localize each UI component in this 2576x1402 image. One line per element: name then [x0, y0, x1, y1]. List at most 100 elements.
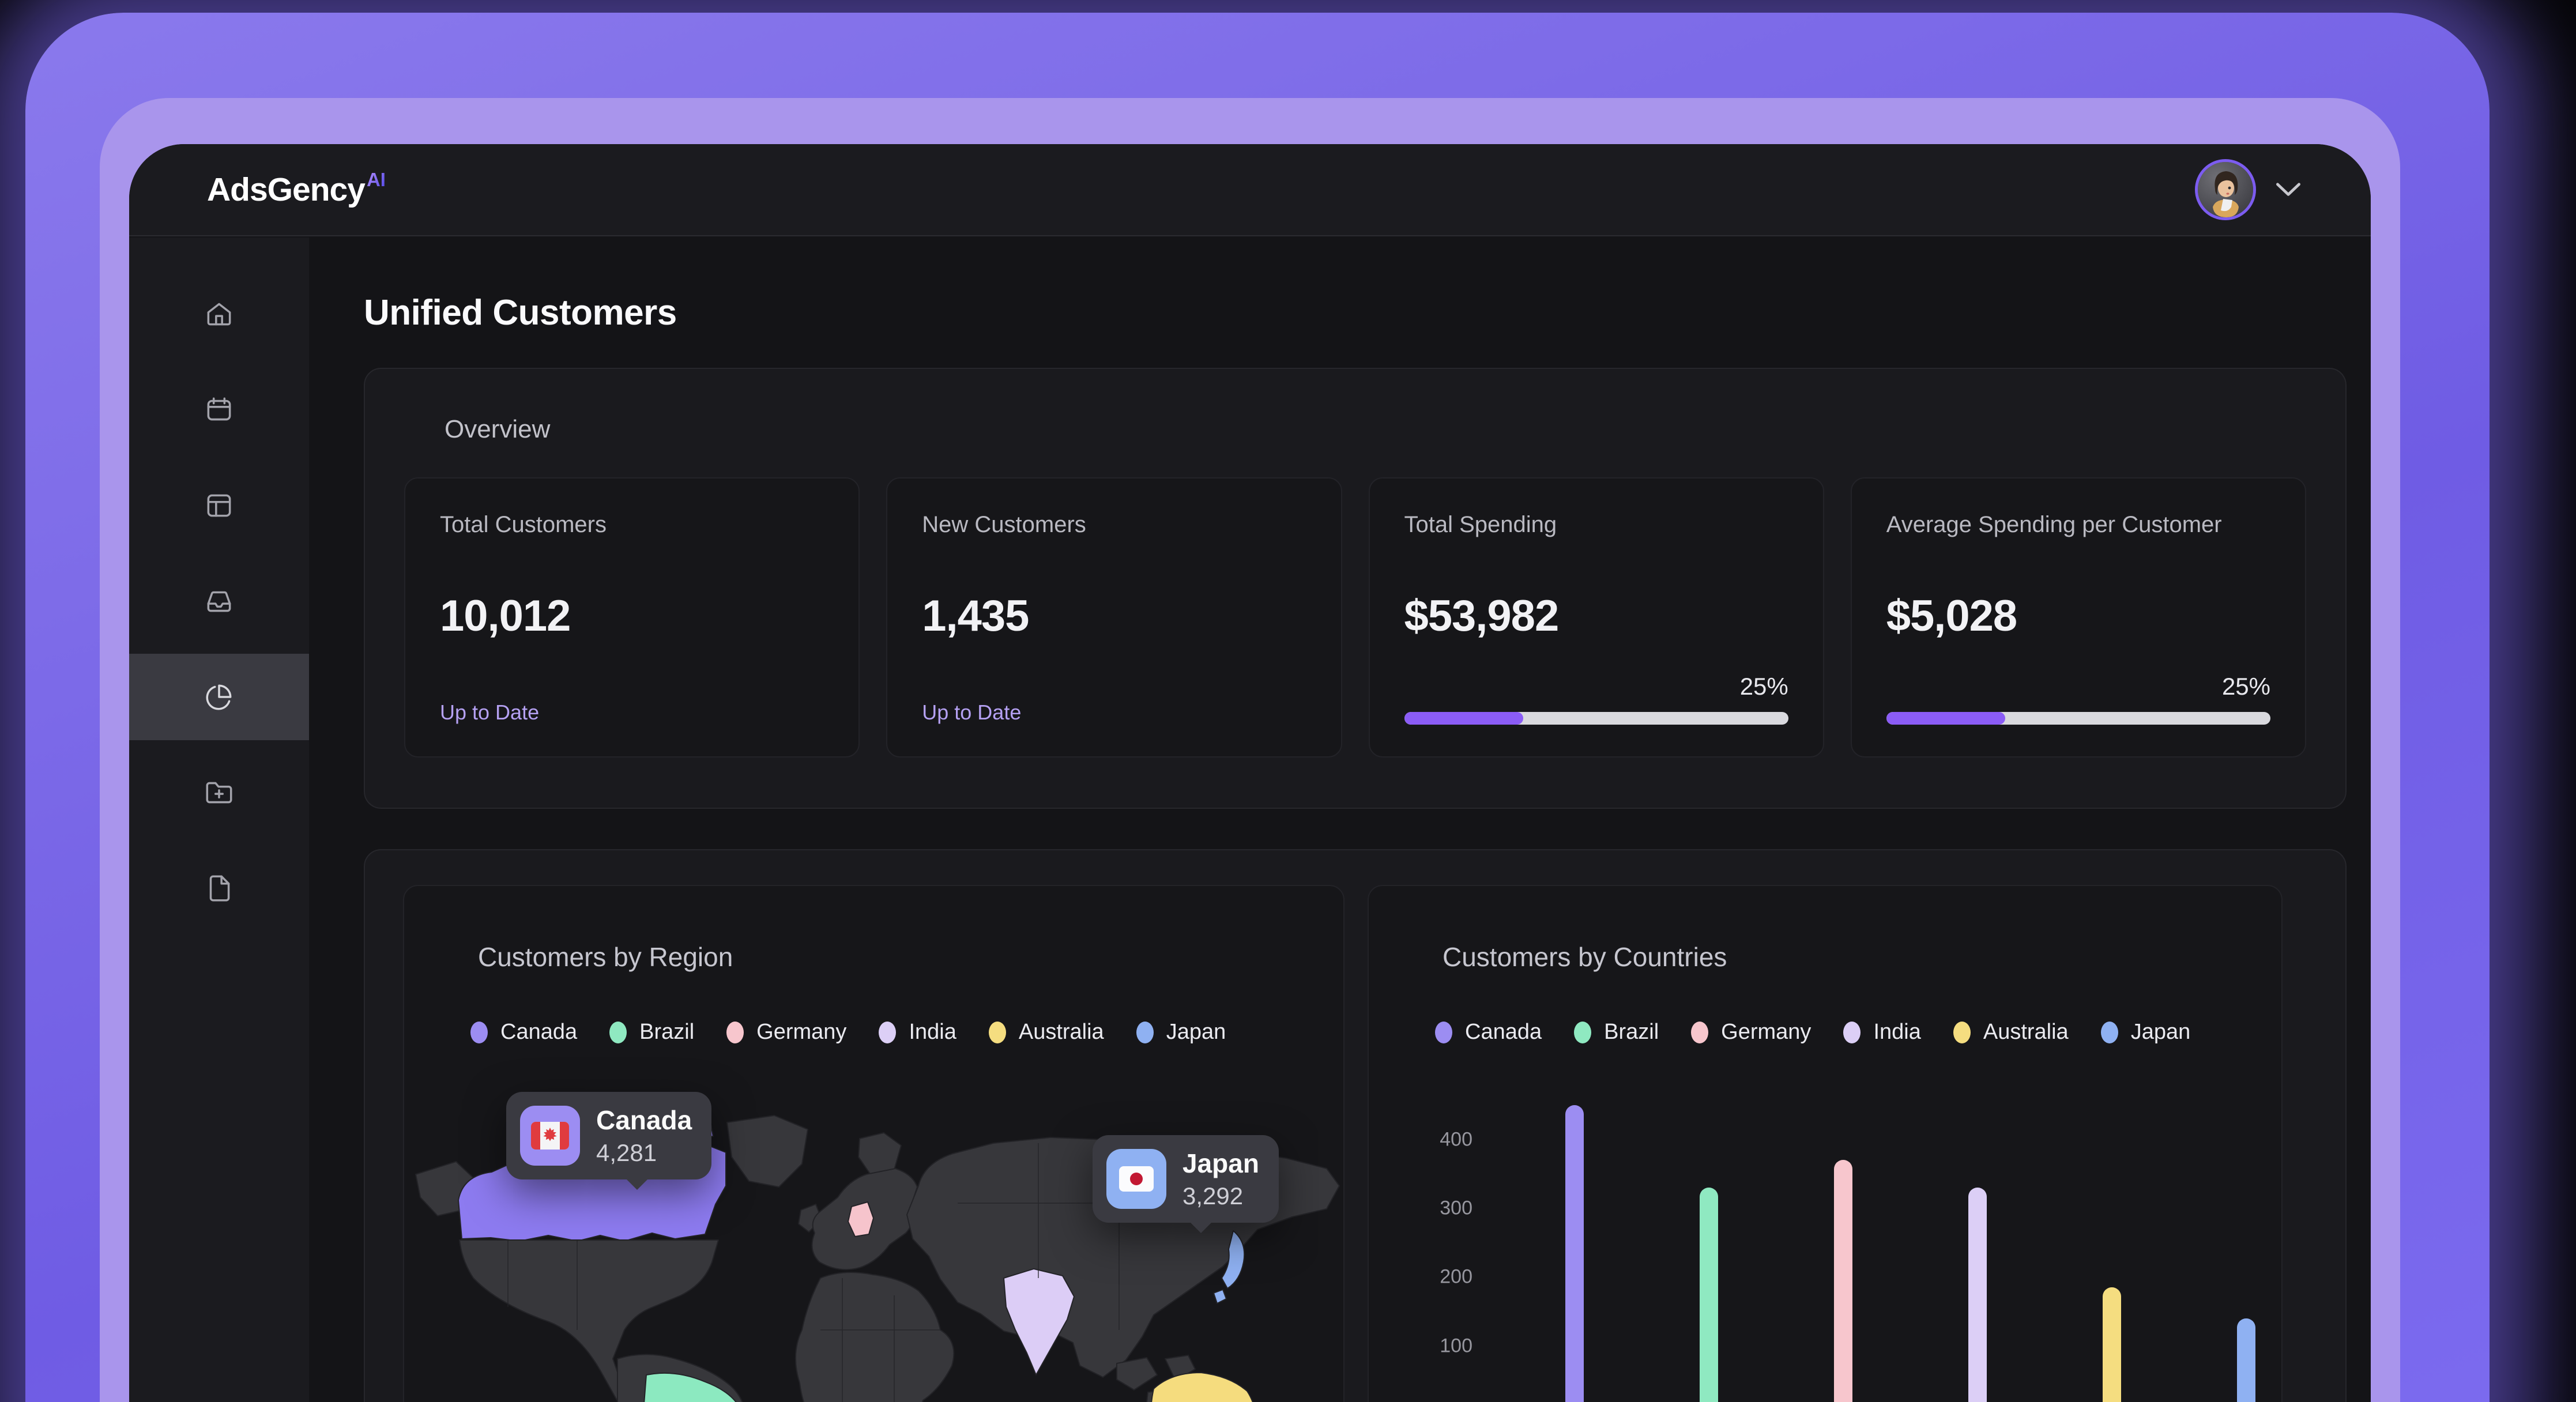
app-window: AdsGency AI: [129, 144, 2371, 1402]
overview-section: Overview Total Customers 10,012 Up to Da…: [364, 368, 2347, 809]
logo-ai-suffix: AI: [366, 168, 386, 190]
legend-dot: [2100, 1021, 2118, 1043]
legend-item-india: India: [1843, 1020, 1921, 1045]
home-icon: [207, 303, 231, 326]
page-title: Unified Customers: [364, 293, 677, 333]
map-japan-south: [1213, 1289, 1227, 1304]
user-menu[interactable]: [2198, 162, 2302, 217]
y-axis-tick: 200: [1440, 1265, 1472, 1288]
map-sea-1: [1116, 1357, 1158, 1390]
world-map[interactable]: Canada 4,281: [404, 1088, 1343, 1402]
progress-bar: [1886, 712, 2270, 725]
legend-item-australia: Australia: [1953, 1020, 2069, 1045]
sidebar-item-layout[interactable]: [129, 462, 309, 549]
bar-japan[interactable]: [2237, 1318, 2255, 1402]
sidebar-item-calendar[interactable]: [129, 367, 309, 453]
total-customers-card: Total Customers 10,012 Up to Date: [404, 477, 860, 757]
tooltip-country: Canada: [596, 1105, 692, 1135]
legend-label: Canada: [500, 1020, 578, 1044]
stat-label: Total Spending: [1404, 512, 1557, 537]
sidebar-item-documents[interactable]: [129, 845, 309, 932]
avatar-image: [2198, 162, 2253, 217]
legend-label: Brazil: [639, 1020, 695, 1044]
legend-dot: [470, 1021, 488, 1043]
legend-item-japan: Japan: [1136, 1020, 1226, 1045]
folder-plus-icon: [206, 782, 232, 804]
bar-brazil[interactable]: [1700, 1188, 1718, 1402]
avg-spending-card: Average Spending per Customer $5,028 25%: [1850, 477, 2306, 757]
legend-label: India: [909, 1020, 956, 1044]
customers-by-countries-card: Customers by Countries Canada Brazil Germa…: [1368, 885, 2283, 1402]
map-tooltip-japan: Japan 3,292: [1093, 1135, 1279, 1233]
map-sea-2: [1165, 1355, 1196, 1381]
chevron-down-icon[interactable]: [2275, 182, 2302, 197]
calendar-icon: [207, 397, 231, 421]
legend-label: Australia: [1983, 1020, 2069, 1044]
legend-dot: [1843, 1021, 1861, 1043]
main-content: Unified Customers Overview Total Custome…: [309, 238, 2371, 1402]
tooltip-value: 3,292: [1182, 1182, 1244, 1209]
tooltip-country: Japan: [1182, 1148, 1259, 1178]
stat-value: 1,435: [922, 591, 1029, 640]
legend-label: Germany: [756, 1020, 847, 1044]
tooltip-value: 4,281: [596, 1139, 657, 1166]
map-australia: [1151, 1372, 1253, 1402]
sidebar-item-add-folder[interactable]: [129, 749, 309, 836]
region-legend: Canada Brazil Germany India Australia Japan: [470, 1020, 1343, 1045]
legend-dot: [1953, 1021, 1971, 1043]
stat-value: $5,028: [1886, 591, 2017, 640]
progress-label: 25%: [2221, 673, 2270, 700]
y-axis-tick: 100: [1440, 1335, 1472, 1357]
map-africa: [794, 1272, 955, 1402]
avatar[interactable]: [2198, 162, 2253, 217]
legend-label: Brazil: [1604, 1020, 1659, 1044]
legend-item-australia: Australia: [988, 1020, 1104, 1045]
sidebar-item-inbox[interactable]: [129, 558, 309, 645]
legend-dot: [1136, 1021, 1154, 1043]
pie-chart-icon: [206, 684, 232, 710]
sidebar-item-analytics[interactable]: [129, 654, 309, 740]
legend-dot: [726, 1021, 744, 1043]
legend-item-brazil: Brazil: [1574, 1020, 1659, 1045]
countries-legend: Canada Brazil Germany India Australia Japan: [1435, 1020, 2281, 1045]
topbar: AdsGency AI: [129, 144, 2371, 236]
progress-label: 25%: [1739, 673, 1788, 700]
map-india: [1003, 1268, 1075, 1375]
bar-canada[interactable]: [1565, 1105, 1584, 1402]
logo-text: AdsGency: [207, 171, 366, 208]
region-title: Customers by Region: [478, 942, 733, 972]
stat-value: $53,982: [1404, 591, 1560, 640]
legend-dot: [988, 1021, 1006, 1043]
stat-label: Total Customers: [440, 512, 607, 537]
legend-dot: [1574, 1021, 1592, 1043]
bar-chart: 100 200 300 400: [1369, 886, 2281, 1402]
legend-label: Canada: [1465, 1020, 1542, 1044]
legend-item-brazil: Brazil: [609, 1020, 694, 1045]
progress-block: 25%: [1886, 673, 2270, 725]
legend-label: India: [1873, 1020, 1921, 1044]
sidebar-item-home[interactable]: [129, 271, 309, 357]
countries-title: Customers by Countries: [1443, 942, 1727, 972]
legend-item-germany: Germany: [726, 1020, 846, 1045]
legend-dot: [609, 1021, 627, 1043]
bar-germany[interactable]: [1834, 1160, 1852, 1402]
legend-item-germany: Germany: [1691, 1020, 1811, 1045]
japan-flag-icon: [1106, 1149, 1166, 1209]
progress-block: 25%: [1404, 673, 1788, 725]
bar-australia[interactable]: [2103, 1287, 2121, 1402]
legend-label: Australia: [1018, 1020, 1104, 1044]
legend-item-india: India: [879, 1020, 956, 1045]
legend-label: Japan: [1166, 1020, 1226, 1044]
progress-bar: [1404, 712, 1788, 725]
app-logo[interactable]: AdsGency AI: [207, 170, 386, 208]
stat-label: Average Spending per Customer: [1886, 512, 2222, 537]
stat-label: New Customers: [922, 512, 1086, 537]
legend-item-canada: Canada: [470, 1020, 577, 1045]
total-spending-card: Total Spending $53,982 25%: [1368, 477, 1824, 757]
bar-india[interactable]: [1968, 1188, 1987, 1402]
legend-dot: [879, 1021, 897, 1043]
stat-status: Up to Date: [922, 700, 1022, 724]
legend-label: Germany: [1721, 1020, 1812, 1044]
y-axis-tick: 300: [1440, 1197, 1472, 1219]
